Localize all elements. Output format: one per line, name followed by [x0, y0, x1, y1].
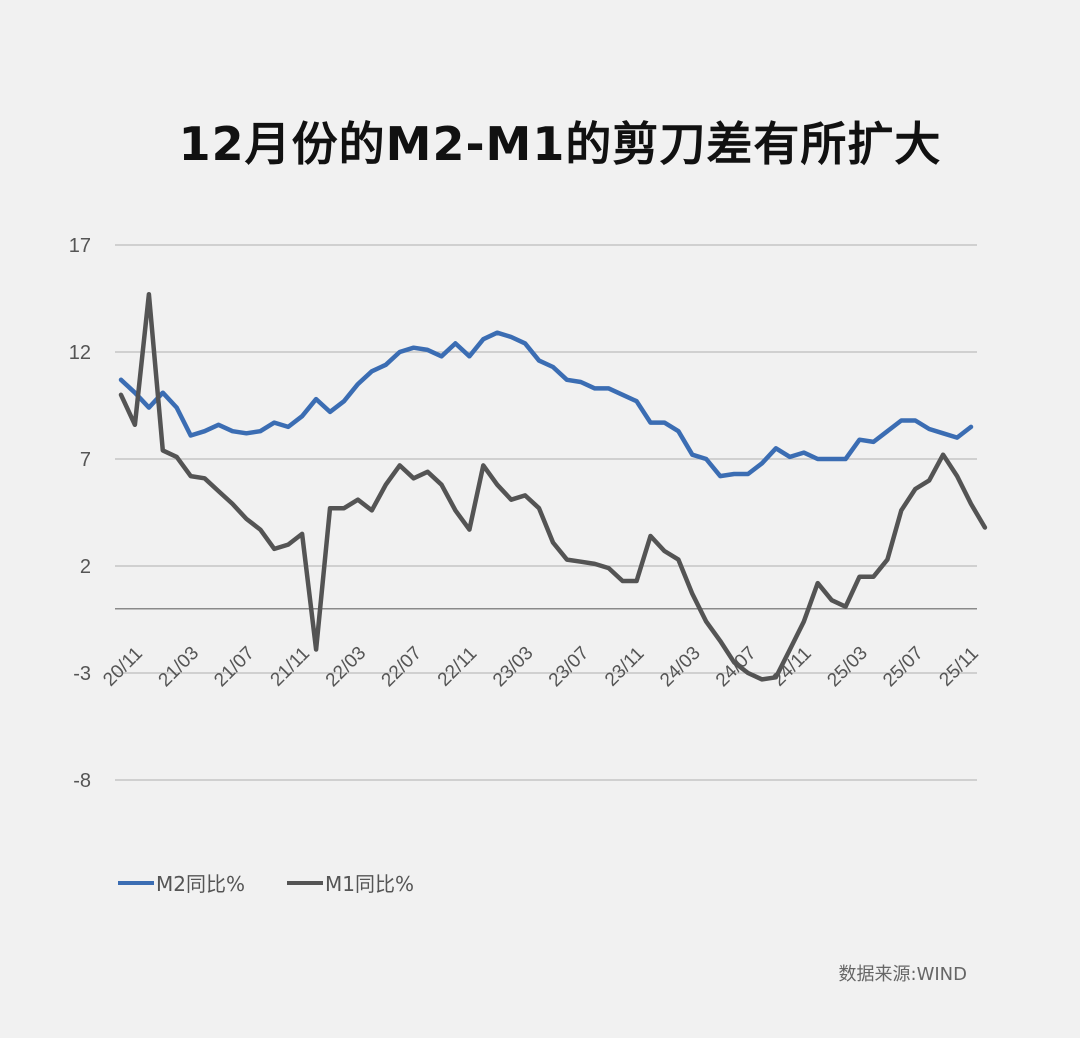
x-tick-label: 23/03 — [489, 643, 537, 691]
x-tick-label: 20/11 — [99, 643, 146, 690]
m2-line-swatch-icon — [118, 880, 154, 885]
legend-item-m2: M2同比% — [118, 868, 245, 897]
x-axis-ticks: 20/11 21/03 21/07 21/11 22/03 22/07 22/11 23/03… — [99, 643, 983, 691]
legend-label-m2: M2同比% — [156, 872, 245, 896]
x-tick-label: 21/11 — [267, 643, 314, 690]
y-tick-label: 7 — [80, 449, 91, 471]
m2-series-line — [118, 330, 974, 479]
x-tick-label: 22/03 — [322, 643, 370, 691]
x-tick-label: 21/03 — [155, 643, 203, 691]
x-tick-label: 21/07 — [210, 643, 258, 691]
m1-series-line — [118, 291, 988, 682]
y-tick-label: -3 — [73, 663, 91, 685]
x-tick-label: 23/11 — [601, 643, 648, 690]
x-tick-label: 25/11 — [935, 643, 982, 690]
x-tick-label: 22/11 — [434, 643, 481, 690]
y-tick-label: 17 — [69, 235, 91, 257]
x-tick-label: 24/07 — [712, 643, 760, 691]
x-tick-label: 25/03 — [823, 643, 871, 691]
gridlines — [115, 244, 977, 781]
x-tick-label: 24/03 — [656, 643, 704, 691]
y-tick-label: -8 — [73, 770, 91, 792]
legend: M2同比% M1同比% — [118, 868, 414, 897]
data-lines — [118, 291, 988, 682]
y-axis-ticks: 17 12 7 2 -3 -8 — [69, 235, 91, 792]
y-tick-label: 12 — [69, 342, 91, 364]
legend-label-m1: M1同比% — [324, 872, 414, 896]
m1-line-swatch-icon — [286, 880, 323, 885]
x-tick-label: 23/07 — [545, 643, 593, 691]
legend-item-m1: M1同比% — [286, 868, 414, 897]
chart-title: 12月份的M2-M1的剪刀差有所扩大 — [178, 117, 942, 171]
data-source-note: 数据来源:WIND — [838, 964, 968, 985]
x-tick-label: 25/07 — [879, 643, 927, 691]
x-tick-label: 22/07 — [378, 643, 426, 691]
y-tick-label: 2 — [80, 556, 91, 578]
